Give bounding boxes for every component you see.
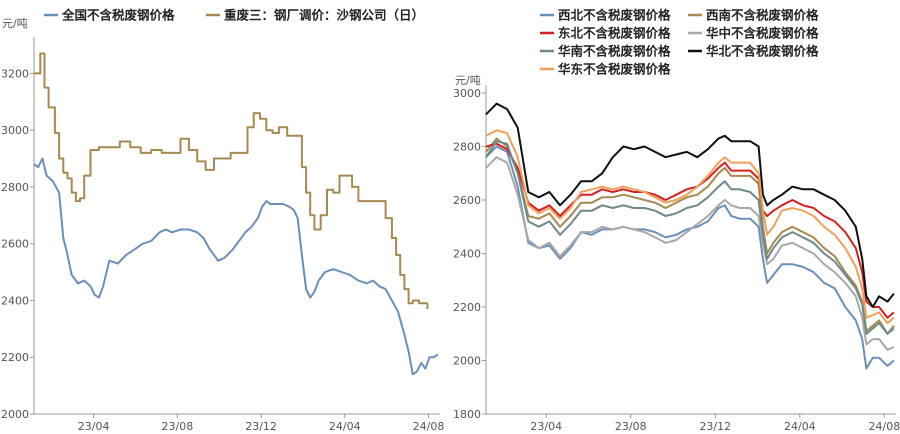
series-line-0 xyxy=(485,145,895,370)
series-line-6 xyxy=(485,129,895,325)
y-unit-label: 元/吨 xyxy=(455,74,481,87)
series-line-5 xyxy=(485,102,895,308)
x-tick-label: 24/08 xyxy=(869,420,900,433)
x-tick-label: 24/04 xyxy=(329,420,361,433)
y-tick-label: 2200 xyxy=(1,351,29,364)
x-tick-label: 23/12 xyxy=(245,420,277,433)
legend-label: 东北不含税废钢价格 xyxy=(558,26,671,41)
y-tick-label: 2800 xyxy=(453,141,481,154)
legend-label: 重废三：钢厂调价：沙钢公司（日） xyxy=(224,8,424,23)
x-tick-label: 23/12 xyxy=(699,420,731,433)
y-tick-label: 2200 xyxy=(453,301,481,314)
y-tick-label: 2000 xyxy=(453,355,481,368)
series-line-1 xyxy=(485,137,895,335)
y-tick-label: 2400 xyxy=(453,248,481,261)
y-tick-label: 3200 xyxy=(1,67,29,80)
x-tick-label: 23/04 xyxy=(530,420,562,433)
chart-left: 元/吨 2000 2200 2400 2600 2800 3000 3200 23/04 23/0… xyxy=(1,8,445,434)
y-tick-label: 1800 xyxy=(453,408,481,421)
y-tick-label: 2400 xyxy=(1,294,29,307)
legend-label: 华中不含税废钢价格 xyxy=(706,26,819,41)
series-line-3 xyxy=(485,156,895,351)
y-tick-label: 3000 xyxy=(1,124,29,137)
series-line-4 xyxy=(485,140,895,335)
legend-label: 西北不含税废钢价格 xyxy=(558,8,671,23)
y-tick-label: 3000 xyxy=(453,87,481,100)
y-tick-label: 2800 xyxy=(1,181,29,194)
x-tick-label: 23/08 xyxy=(162,420,194,433)
legend-label: 全国不含税废钢价格 xyxy=(61,8,175,23)
legend-label: 西南不含税废钢价格 xyxy=(706,8,819,23)
y-tick-label: 2600 xyxy=(453,194,481,207)
legend-label: 华南不含税废钢价格 xyxy=(558,44,671,59)
y-tick-label: 2600 xyxy=(1,238,29,251)
legend-label: 华北不含税废钢价格 xyxy=(706,44,819,59)
y-tick-label: 2000 xyxy=(1,408,29,421)
chart-right: 元/吨 1800 2000 2200 2400 2600 2800 3000 23/04 23/0… xyxy=(453,8,900,434)
y-unit-label: 元/吨 xyxy=(2,17,28,30)
series-line-2 xyxy=(485,142,895,319)
series-line-0 xyxy=(33,157,439,376)
x-tick-label: 23/04 xyxy=(78,420,110,433)
legend-label: 华东不含税废钢价格 xyxy=(558,62,671,77)
x-tick-label: 24/08 xyxy=(413,420,445,433)
x-tick-label: 24/04 xyxy=(784,420,816,433)
series-line-1 xyxy=(34,52,429,309)
x-tick-label: 23/08 xyxy=(615,420,647,433)
